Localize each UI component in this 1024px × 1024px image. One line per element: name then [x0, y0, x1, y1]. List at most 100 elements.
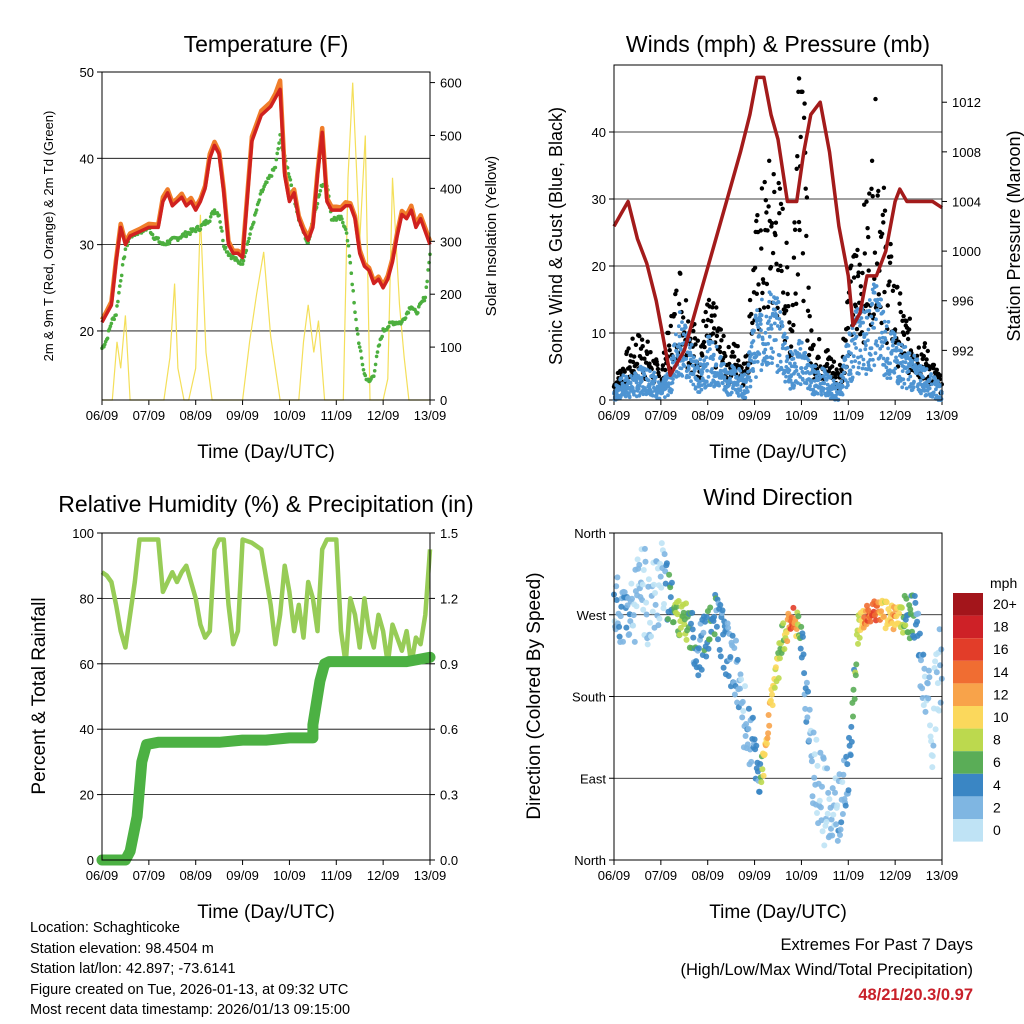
direction-point	[729, 632, 736, 639]
direction-point	[851, 696, 858, 702]
direction-point	[808, 758, 815, 765]
wind-point	[769, 346, 774, 351]
gust-point	[790, 328, 795, 334]
gust-point	[752, 265, 758, 270]
gust-point	[759, 186, 765, 191]
dewpoint-point	[406, 311, 411, 315]
wind-point	[733, 387, 738, 392]
gust-point	[901, 313, 906, 319]
gust-point	[931, 362, 937, 368]
direction-point	[847, 752, 854, 759]
wind-point	[696, 366, 701, 371]
dewpoint-point	[122, 255, 127, 259]
wind-point	[666, 384, 671, 389]
direction-point	[829, 785, 836, 792]
direction-point	[725, 673, 732, 679]
wind-point	[645, 367, 650, 372]
wind-point	[769, 323, 774, 328]
direction-point	[688, 620, 694, 627]
direction-point	[802, 705, 809, 712]
gust-point	[774, 261, 779, 266]
wind-point	[762, 350, 766, 355]
gust-point	[866, 234, 871, 240]
wind-point	[748, 384, 753, 389]
wind-point	[728, 376, 732, 381]
wind-point	[722, 362, 726, 366]
gust-point	[758, 228, 763, 233]
dewpoint-point	[254, 208, 259, 212]
wind-point	[639, 375, 644, 380]
direction-point	[706, 636, 713, 643]
y2-tick-label: 0.0	[440, 853, 458, 868]
wind-point	[907, 351, 912, 356]
gust-point	[869, 186, 874, 191]
dewpoint-point	[115, 304, 119, 308]
wind-point	[872, 363, 877, 368]
dewpoint-point	[250, 225, 254, 229]
direction-point	[840, 771, 847, 778]
direction-point	[690, 634, 697, 641]
wind-point	[841, 384, 845, 389]
direction-point	[878, 608, 885, 615]
dewpoint-point	[423, 295, 428, 300]
direction-point	[642, 558, 649, 565]
wind-point	[766, 341, 770, 346]
wind-point	[894, 345, 899, 350]
direction-point	[727, 654, 734, 660]
wind-point	[763, 347, 768, 352]
y2-tick-label: 500	[440, 128, 462, 143]
extremes-values: 48/21/20.3/0.97	[858, 986, 973, 1004]
direction-point	[798, 623, 805, 630]
gust-point	[683, 298, 689, 303]
dewpoint-point	[341, 220, 345, 225]
dewpoint-point	[193, 229, 198, 234]
direction-point	[745, 725, 752, 732]
y-tick-label: 10	[592, 326, 606, 341]
wind-point	[770, 356, 775, 361]
gust-point	[795, 154, 800, 159]
gust-point	[681, 315, 686, 320]
plot-border	[613, 64, 943, 401]
wind-point	[687, 375, 691, 379]
wind-point	[879, 297, 883, 302]
gust-point	[881, 220, 886, 225]
wind-point	[706, 375, 711, 379]
wind-point	[699, 387, 704, 392]
direction-point	[864, 602, 870, 609]
y-tick-label: 0	[599, 393, 606, 408]
gust-point	[793, 291, 798, 296]
direction-point	[842, 802, 849, 809]
direction-point	[720, 664, 727, 671]
direction-point	[647, 619, 653, 626]
gust-point	[727, 361, 732, 367]
x-tick-label: 13/09	[414, 868, 447, 883]
wind-point	[853, 359, 858, 363]
wind-point	[844, 365, 849, 369]
direction-point	[814, 762, 821, 769]
gust-point	[742, 369, 748, 374]
wind-point	[846, 354, 851, 359]
direction-point	[801, 670, 808, 677]
gust-point	[667, 348, 672, 353]
wind-point	[888, 361, 892, 366]
wind-point	[803, 350, 808, 355]
gust-point	[934, 367, 939, 372]
wind-point	[736, 394, 741, 398]
gust-point	[723, 353, 728, 359]
direction-point	[753, 742, 760, 749]
gust-point	[706, 297, 712, 303]
dewpoint-point	[416, 311, 420, 315]
wind-point	[893, 335, 897, 340]
gust-point	[787, 320, 792, 325]
gust-point	[678, 271, 683, 276]
gust-point	[712, 313, 717, 318]
gust-point	[873, 96, 878, 102]
direction-point	[932, 658, 939, 665]
gust-point	[931, 366, 936, 371]
wind-point	[756, 325, 761, 329]
wind-point	[639, 379, 644, 383]
dewpoint-point	[116, 299, 120, 304]
direction-point	[666, 571, 673, 578]
dewpoint-point	[208, 215, 213, 219]
gust-point	[705, 317, 711, 323]
